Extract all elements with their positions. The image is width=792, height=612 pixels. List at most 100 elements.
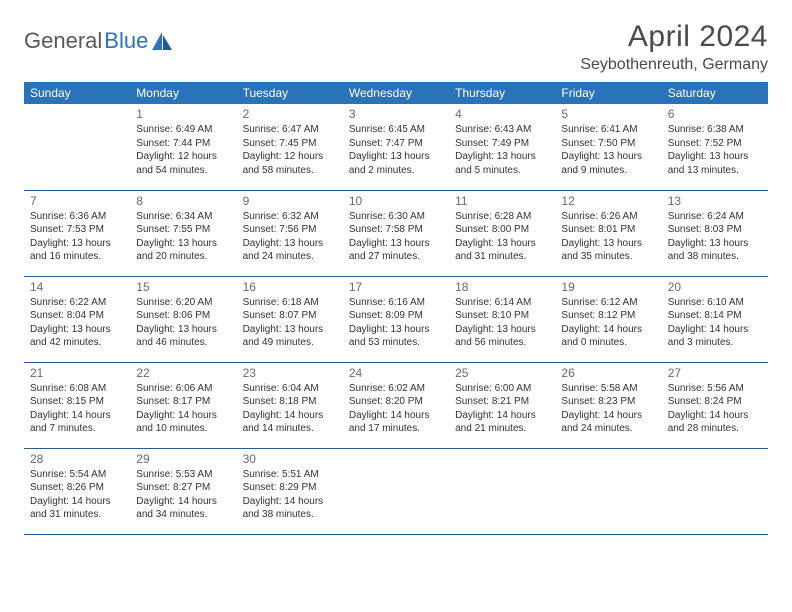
day-number: 25 [455, 365, 549, 381]
sunrise-text: Sunrise: 6:10 AM [668, 296, 762, 310]
sunrise-text: Sunrise: 6:32 AM [243, 210, 337, 224]
day-number: 27 [668, 365, 762, 381]
day-number: 6 [668, 106, 762, 122]
daylight-text: Daylight: 14 hours and 14 minutes. [243, 409, 337, 436]
dow-friday: Friday [555, 82, 661, 104]
sunrise-text: Sunrise: 6:47 AM [243, 123, 337, 137]
day-cell: 14Sunrise: 6:22 AMSunset: 8:04 PMDayligh… [24, 276, 130, 362]
day-cell [343, 448, 449, 534]
sunset-text: Sunset: 7:58 PM [349, 223, 443, 237]
daylight-text: Daylight: 13 hours and 42 minutes. [30, 323, 124, 350]
sunset-text: Sunset: 8:17 PM [136, 395, 230, 409]
day-cell: 12Sunrise: 6:26 AMSunset: 8:01 PMDayligh… [555, 190, 661, 276]
day-cell: 28Sunrise: 5:54 AMSunset: 8:26 PMDayligh… [24, 448, 130, 534]
sunset-text: Sunset: 8:23 PM [561, 395, 655, 409]
week-row: 1Sunrise: 6:49 AMSunset: 7:44 PMDaylight… [24, 104, 768, 190]
day-cell: 13Sunrise: 6:24 AMSunset: 8:03 PMDayligh… [662, 190, 768, 276]
day-number: 3 [349, 106, 443, 122]
day-cell: 17Sunrise: 6:16 AMSunset: 8:09 PMDayligh… [343, 276, 449, 362]
daylight-text: Daylight: 12 hours and 54 minutes. [136, 150, 230, 177]
day-cell: 21Sunrise: 6:08 AMSunset: 8:15 PMDayligh… [24, 362, 130, 448]
day-number: 29 [136, 451, 230, 467]
sunset-text: Sunset: 8:12 PM [561, 309, 655, 323]
month-title: April 2024 [580, 20, 768, 54]
day-cell: 24Sunrise: 6:02 AMSunset: 8:20 PMDayligh… [343, 362, 449, 448]
daylight-text: Daylight: 14 hours and 17 minutes. [349, 409, 443, 436]
week-row: 21Sunrise: 6:08 AMSunset: 8:15 PMDayligh… [24, 362, 768, 448]
week-row: 14Sunrise: 6:22 AMSunset: 8:04 PMDayligh… [24, 276, 768, 362]
day-cell: 25Sunrise: 6:00 AMSunset: 8:21 PMDayligh… [449, 362, 555, 448]
dow-thursday: Thursday [449, 82, 555, 104]
day-cell: 23Sunrise: 6:04 AMSunset: 8:18 PMDayligh… [237, 362, 343, 448]
header-row: GeneralBlue April 2024 Seybothenreuth, G… [24, 20, 768, 74]
day-cell: 15Sunrise: 6:20 AMSunset: 8:06 PMDayligh… [130, 276, 236, 362]
day-number: 5 [561, 106, 655, 122]
sunrise-text: Sunrise: 6:24 AM [668, 210, 762, 224]
sunset-text: Sunset: 7:52 PM [668, 137, 762, 151]
sunset-text: Sunset: 8:21 PM [455, 395, 549, 409]
daylight-text: Daylight: 14 hours and 38 minutes. [243, 495, 337, 522]
daylight-text: Daylight: 14 hours and 28 minutes. [668, 409, 762, 436]
sunrise-text: Sunrise: 6:12 AM [561, 296, 655, 310]
day-cell [449, 448, 555, 534]
daylight-text: Daylight: 13 hours and 24 minutes. [243, 237, 337, 264]
day-number: 11 [455, 193, 549, 209]
sunset-text: Sunset: 7:45 PM [243, 137, 337, 151]
day-cell [662, 448, 768, 534]
day-cell: 20Sunrise: 6:10 AMSunset: 8:14 PMDayligh… [662, 276, 768, 362]
day-number: 13 [668, 193, 762, 209]
day-number: 15 [136, 279, 230, 295]
dow-monday: Monday [130, 82, 236, 104]
day-number: 23 [243, 365, 337, 381]
daylight-text: Daylight: 13 hours and 31 minutes. [455, 237, 549, 264]
week-row: 28Sunrise: 5:54 AMSunset: 8:26 PMDayligh… [24, 448, 768, 534]
sunset-text: Sunset: 7:50 PM [561, 137, 655, 151]
sunrise-text: Sunrise: 6:02 AM [349, 382, 443, 396]
day-cell: 30Sunrise: 5:51 AMSunset: 8:29 PMDayligh… [237, 448, 343, 534]
daylight-text: Daylight: 14 hours and 10 minutes. [136, 409, 230, 436]
sunset-text: Sunset: 8:01 PM [561, 223, 655, 237]
dow-row: Sunday Monday Tuesday Wednesday Thursday… [24, 82, 768, 104]
sunrise-text: Sunrise: 6:45 AM [349, 123, 443, 137]
sunset-text: Sunset: 8:04 PM [30, 309, 124, 323]
daylight-text: Daylight: 14 hours and 31 minutes. [30, 495, 124, 522]
daylight-text: Daylight: 14 hours and 34 minutes. [136, 495, 230, 522]
day-number: 22 [136, 365, 230, 381]
day-number: 24 [349, 365, 443, 381]
sunrise-text: Sunrise: 6:41 AM [561, 123, 655, 137]
daylight-text: Daylight: 13 hours and 9 minutes. [561, 150, 655, 177]
day-number: 1 [136, 106, 230, 122]
daylight-text: Daylight: 13 hours and 27 minutes. [349, 237, 443, 264]
sunset-text: Sunset: 8:15 PM [30, 395, 124, 409]
day-number: 8 [136, 193, 230, 209]
daylight-text: Daylight: 13 hours and 5 minutes. [455, 150, 549, 177]
daylight-text: Daylight: 14 hours and 3 minutes. [668, 323, 762, 350]
title-block: April 2024 Seybothenreuth, Germany [580, 20, 768, 74]
sail-icon [152, 30, 172, 48]
sunrise-text: Sunrise: 6:26 AM [561, 210, 655, 224]
day-cell: 8Sunrise: 6:34 AMSunset: 7:55 PMDaylight… [130, 190, 236, 276]
brand-logo: GeneralBlue [24, 20, 172, 54]
sunrise-text: Sunrise: 5:58 AM [561, 382, 655, 396]
day-number: 2 [243, 106, 337, 122]
daylight-text: Daylight: 14 hours and 7 minutes. [30, 409, 124, 436]
sunset-text: Sunset: 8:14 PM [668, 309, 762, 323]
daylight-text: Daylight: 13 hours and 16 minutes. [30, 237, 124, 264]
day-cell: 22Sunrise: 6:06 AMSunset: 8:17 PMDayligh… [130, 362, 236, 448]
day-cell [555, 448, 661, 534]
sunrise-text: Sunrise: 6:00 AM [455, 382, 549, 396]
day-cell: 4Sunrise: 6:43 AMSunset: 7:49 PMDaylight… [449, 104, 555, 190]
calendar-body: 1Sunrise: 6:49 AMSunset: 7:44 PMDaylight… [24, 104, 768, 534]
day-cell: 16Sunrise: 6:18 AMSunset: 8:07 PMDayligh… [237, 276, 343, 362]
daylight-text: Daylight: 13 hours and 38 minutes. [668, 237, 762, 264]
sunrise-text: Sunrise: 6:20 AM [136, 296, 230, 310]
sunset-text: Sunset: 8:20 PM [349, 395, 443, 409]
sunset-text: Sunset: 7:47 PM [349, 137, 443, 151]
sunset-text: Sunset: 8:24 PM [668, 395, 762, 409]
daylight-text: Daylight: 12 hours and 58 minutes. [243, 150, 337, 177]
sunset-text: Sunset: 8:29 PM [243, 481, 337, 495]
day-cell: 9Sunrise: 6:32 AMSunset: 7:56 PMDaylight… [237, 190, 343, 276]
sunrise-text: Sunrise: 6:49 AM [136, 123, 230, 137]
daylight-text: Daylight: 14 hours and 0 minutes. [561, 323, 655, 350]
day-number: 4 [455, 106, 549, 122]
